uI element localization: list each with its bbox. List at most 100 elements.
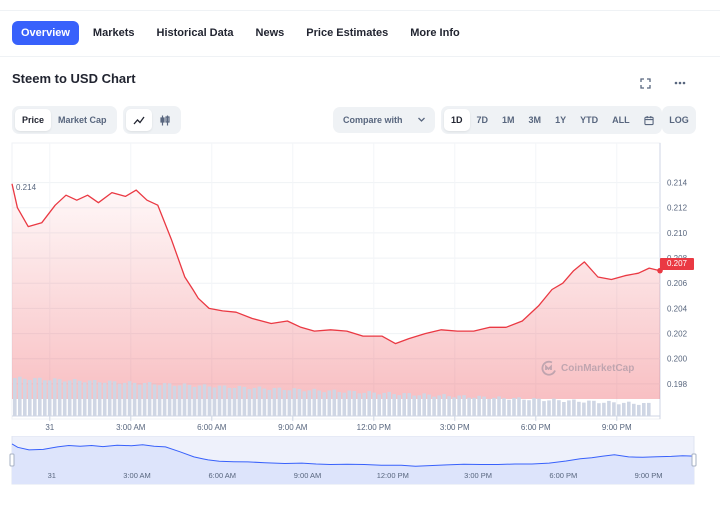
volume-bar [287, 390, 292, 416]
volume-bar [52, 378, 57, 416]
nav-item-price-estimates[interactable]: Price Estimates [306, 27, 389, 39]
volume-bar [607, 400, 611, 416]
range-1m[interactable]: 1M [502, 115, 515, 125]
y-tick-label: 0.202 [667, 330, 688, 339]
volume-bar [152, 384, 157, 416]
volume-bar [637, 404, 641, 416]
volume-bar [482, 396, 486, 416]
volume-bar [437, 395, 441, 416]
volume-bar [167, 383, 172, 416]
volume-bar [127, 381, 132, 416]
volume-bar [182, 383, 187, 416]
volume-bar [207, 386, 212, 416]
watermark-text: CoinMarketCap [561, 362, 635, 374]
volume-bar [172, 385, 177, 416]
navigator-tick-label: 3:00 AM [123, 471, 151, 480]
range-7d[interactable]: 7D [476, 115, 489, 125]
compare-with-dropdown[interactable]: Compare with [333, 107, 435, 133]
volume-bar [362, 392, 366, 416]
volume-bar [502, 398, 506, 416]
nav-item-news[interactable]: News [255, 27, 285, 39]
volume-bar [47, 380, 52, 416]
volume-bar [292, 388, 297, 416]
volume-bar [142, 383, 147, 416]
volume-bar [43, 380, 47, 416]
volume-bar [592, 400, 596, 416]
navigator-area: 31 3:00 AM 6:00 AM 9:00 AM 12:00 PM 3:00 PM 6:… [0, 435, 720, 491]
volume-bar [57, 379, 62, 416]
volume-bar [617, 404, 621, 416]
navigator-line [11, 443, 695, 467]
volume-bar [557, 400, 561, 416]
y-tick-label: 0.206 [667, 279, 688, 288]
volume-bar [227, 387, 232, 416]
line-chart-button[interactable] [126, 109, 152, 131]
price-chart-area: 0.1980.2000.2020.2040.2060.2080.2100.212… [0, 140, 720, 440]
max-price-label: 0.214 [16, 183, 37, 192]
navigator-chart[interactable]: 31 3:00 AM 6:00 AM 9:00 AM 12:00 PM 3:00 PM 6:… [0, 435, 720, 486]
x-tick-label: 31 [45, 423, 54, 432]
volume-bar [162, 383, 167, 416]
volume-bar [462, 395, 466, 416]
volume-bar [107, 380, 112, 416]
range-1y[interactable]: 1Y [555, 115, 567, 125]
tab-price[interactable]: Price [15, 109, 52, 131]
volume-bar [447, 396, 451, 416]
fullscreen-icon[interactable] [636, 74, 654, 92]
log-scale-button[interactable]: LOG [669, 115, 689, 125]
volume-bar [402, 393, 406, 416]
candlestick-icon [160, 115, 170, 125]
volume-bar [82, 382, 87, 416]
navigator-handle-left[interactable] [9, 453, 15, 467]
volume-bar [412, 395, 416, 416]
navigator-tick-label: 31 [48, 471, 56, 480]
navigator-tick-label: 6:00 AM [209, 471, 237, 480]
chart-title: Steem to USD Chart [12, 71, 136, 86]
range-all[interactable]: ALL [612, 115, 630, 125]
candlestick-button[interactable] [152, 109, 178, 131]
volume-bar [28, 380, 32, 416]
navigator-tick-label: 9:00 AM [294, 471, 322, 480]
volume-bar [252, 387, 257, 416]
volume-bar [197, 385, 202, 416]
volume-bar [92, 380, 97, 416]
volume-bar [18, 376, 22, 416]
volume-bar [427, 394, 431, 416]
compare-with-label: Compare with [343, 115, 403, 125]
x-tick-label: 9:00 PM [602, 423, 632, 432]
volume-bar [587, 400, 591, 416]
volume-bar [542, 401, 546, 416]
range-3m[interactable]: 3M [528, 115, 542, 125]
x-tick-label: 6:00 AM [197, 423, 227, 432]
nav-item-historical-data[interactable]: Historical Data [156, 27, 234, 39]
navigator-handle-right[interactable] [691, 453, 697, 467]
volume-bar [262, 388, 267, 416]
volume-bar [267, 389, 272, 416]
top-divider [0, 10, 720, 11]
range-1d[interactable]: 1D [444, 109, 470, 131]
volume-bar [112, 381, 117, 416]
nav-item-markets[interactable]: Markets [92, 27, 135, 39]
volume-bar [272, 388, 277, 416]
calendar-button[interactable] [637, 109, 661, 131]
volume-bar [452, 397, 456, 416]
volume-bar [477, 395, 481, 416]
chart-type-toggle [123, 106, 181, 134]
price-chart[interactable]: 0.1980.2000.2020.2040.2060.2080.2100.212… [0, 140, 720, 435]
volume-bar [33, 378, 37, 416]
y-tick-label: 0.204 [667, 304, 688, 313]
volume-bar [357, 393, 362, 416]
more-horizontal-icon[interactable] [671, 74, 689, 92]
tab-market-cap[interactable]: Market Cap [58, 115, 107, 125]
volume-bar [647, 402, 651, 416]
navigator-tick-label: 3:00 PM [464, 471, 492, 480]
range-ytd[interactable]: YTD [580, 115, 599, 125]
nav-item-overview[interactable]: Overview [12, 21, 79, 45]
volume-bar [417, 395, 421, 416]
volume-bar [87, 380, 92, 416]
volume-bar [277, 387, 282, 416]
volume-bar [582, 402, 586, 416]
volume-bar [567, 400, 571, 416]
volume-bar [212, 387, 217, 416]
nav-item-more-info[interactable]: More Info [410, 27, 460, 39]
